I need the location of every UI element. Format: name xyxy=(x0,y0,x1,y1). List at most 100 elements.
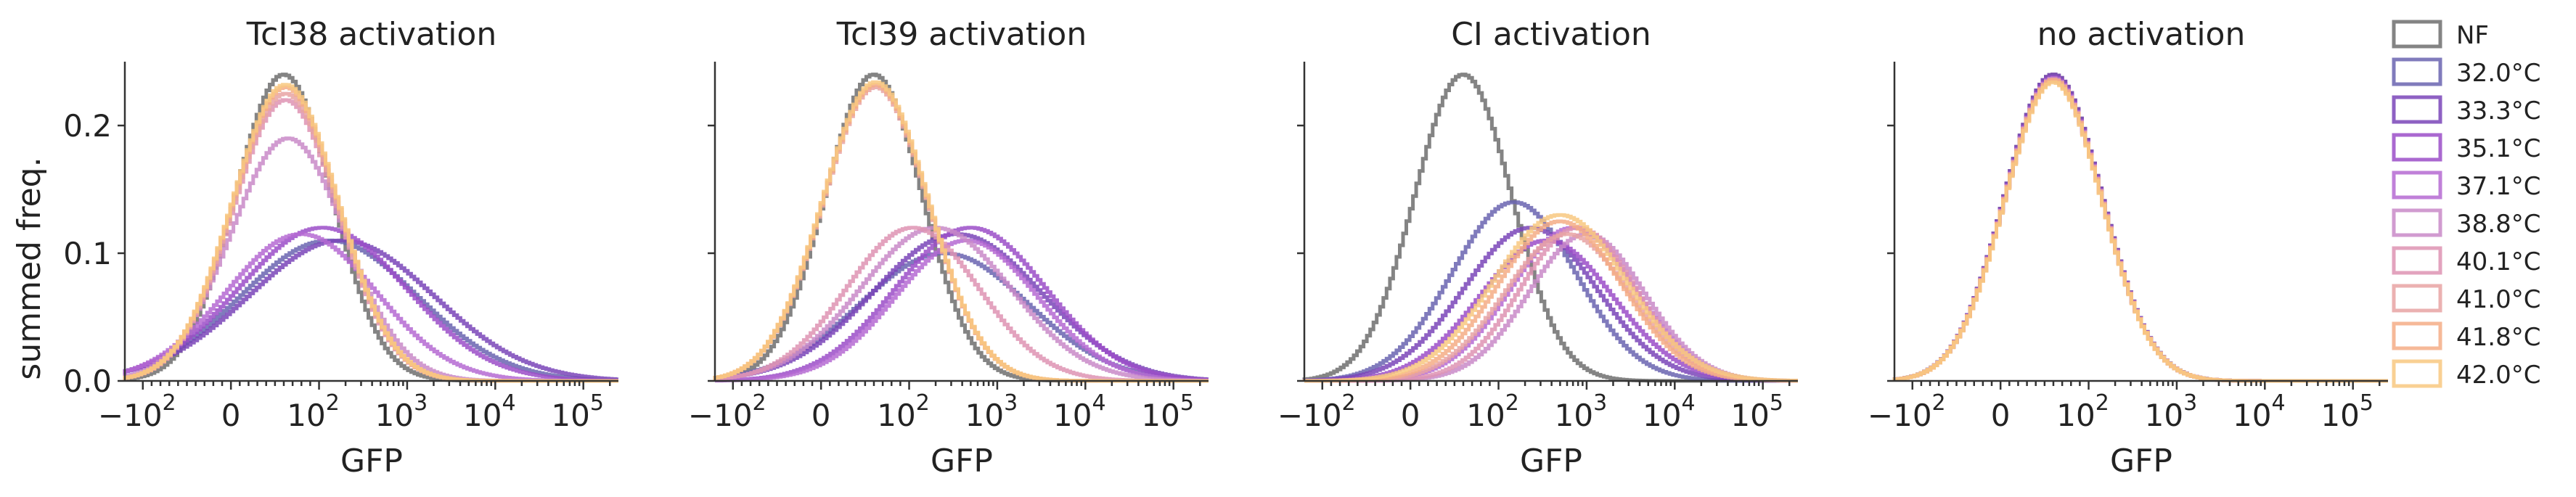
x-tick-exponent: 3 xyxy=(1004,390,1018,416)
x-tick-base: 10 xyxy=(1555,398,1593,433)
series-line-32-0-c xyxy=(1892,75,2388,383)
legend-swatch xyxy=(2392,95,2442,124)
series-line-33-3-c xyxy=(1892,73,2388,383)
x-tick-base: 10 xyxy=(1466,398,1505,433)
x-tick-base: 0 xyxy=(1991,398,2011,433)
series-line-32-0-c xyxy=(123,238,618,382)
series-line-35-1-c xyxy=(1892,75,2388,383)
panel-title: TcI38 activation xyxy=(246,16,496,53)
x-axis-label: GFP xyxy=(931,443,993,480)
x-tick-label: −102 xyxy=(688,390,766,433)
x-tick-exponent: 3 xyxy=(2183,390,2197,416)
x-tick-base: 10 xyxy=(1730,398,1769,433)
x-tick-exponent: 3 xyxy=(1593,390,1607,416)
x-tick-exponent: 5 xyxy=(590,390,604,416)
legend-label: 37.1°C xyxy=(2456,172,2540,201)
x-tick-label: −102 xyxy=(1277,390,1356,433)
legend-label: 33.3°C xyxy=(2456,96,2540,126)
y-tick-label: 0.2 xyxy=(63,108,112,144)
x-tick-label: 104 xyxy=(463,390,516,433)
x-tick-label: 105 xyxy=(1141,390,1194,433)
legend-label: 41.8°C xyxy=(2456,323,2540,352)
legend-swatch xyxy=(2392,20,2442,49)
x-tick-label: 105 xyxy=(551,390,604,433)
x-tick-base: 10 xyxy=(2321,398,2359,433)
legend-label: 41.0°C xyxy=(2456,285,2540,314)
series-line-32-0-c xyxy=(1302,200,1798,383)
x-tick-label: 103 xyxy=(2145,390,2198,433)
x-tick-label: 104 xyxy=(1643,390,1696,433)
x-tick-label: −102 xyxy=(1868,390,1946,433)
x-axis-label: GFP xyxy=(1520,443,1582,480)
x-tick-exponent: 5 xyxy=(2360,390,2373,416)
x-tick-base: 0 xyxy=(1401,398,1420,433)
x-tick-base: 10 xyxy=(2233,398,2271,433)
legend-item-nf: NF xyxy=(2392,20,2489,50)
x-axis-label: GFP xyxy=(340,443,403,480)
series-line-38-8-c xyxy=(1892,76,2388,383)
x-tick-label: 103 xyxy=(1555,390,1608,433)
x-tick-exponent: 4 xyxy=(1681,390,1695,416)
series-line-41-8-c xyxy=(1304,219,1798,383)
series-line-33-3-c xyxy=(123,238,618,382)
x-tick-exponent: 4 xyxy=(502,390,515,416)
x-tick-label: 105 xyxy=(1730,390,1783,433)
x-tick-label: 103 xyxy=(965,390,1018,433)
series-line-42-0-c xyxy=(713,80,1209,383)
x-tick-exponent: 2 xyxy=(163,390,176,416)
x-tick-label: −102 xyxy=(98,390,176,433)
x-tick-base: 10 xyxy=(375,398,414,433)
legend-swatch xyxy=(2392,321,2442,350)
x-tick-label: 102 xyxy=(877,390,930,433)
x-tick-exponent: 5 xyxy=(1770,390,1783,416)
series-line-41-0-c xyxy=(1892,78,2388,383)
panel-title: no activation xyxy=(2037,16,2246,53)
x-tick-exponent: 2 xyxy=(1342,390,1356,416)
x-tick-label: 0 xyxy=(1991,398,2011,433)
x-tick-base: 10 xyxy=(2145,398,2183,433)
legend-item-37-1-c: 37.1°C xyxy=(2392,171,2540,201)
legend-item-32-0-c: 32.0°C xyxy=(2392,57,2540,88)
x-axis-label: GFP xyxy=(2110,443,2172,480)
x-tick-base: 10 xyxy=(965,398,1004,433)
series-line-37-1-c xyxy=(1892,78,2388,383)
series-line-37-1-c xyxy=(713,238,1209,383)
x-tick-label: 0 xyxy=(1401,398,1420,433)
x-tick-exponent: 2 xyxy=(2095,390,2109,416)
x-tick-exponent: 4 xyxy=(1092,390,1105,416)
x-tick-exponent: 5 xyxy=(1180,390,1194,416)
x-tick-label: 105 xyxy=(2321,390,2373,433)
x-tick-label: 104 xyxy=(1053,390,1106,433)
legend-swatch xyxy=(2392,57,2442,86)
x-tick-label: 102 xyxy=(2056,390,2109,433)
series-line-33-3-c xyxy=(1302,226,1798,383)
x-tick-label: 0 xyxy=(221,398,241,433)
x-tick-exponent: 4 xyxy=(2271,390,2285,416)
x-tick-base: 10 xyxy=(1053,398,1092,433)
series-line-40-1-c xyxy=(1892,78,2388,383)
x-tick-base: −10 xyxy=(98,398,163,433)
x-tick-base: −10 xyxy=(1277,398,1342,433)
legend-swatch xyxy=(2392,208,2442,237)
legend-swatch xyxy=(2392,133,2442,162)
legend-item-38-8-c: 38.8°C xyxy=(2392,208,2540,239)
x-tick-base: −10 xyxy=(1868,398,1932,433)
series-line-40-1-c xyxy=(1304,226,1798,383)
y-tick-label: 0.1 xyxy=(63,236,112,271)
legend-swatch xyxy=(2392,359,2442,388)
x-tick-base: 10 xyxy=(2056,398,2095,433)
legend-label: 35.1°C xyxy=(2456,134,2540,163)
legend-swatch xyxy=(2392,246,2442,275)
x-tick-exponent: 2 xyxy=(326,390,340,416)
legend-swatch xyxy=(2392,284,2442,313)
x-tick-label: 102 xyxy=(287,390,340,433)
x-tick-base: 10 xyxy=(877,398,915,433)
legend-label: 40.1°C xyxy=(2456,247,2540,276)
series-line-38-8-c xyxy=(123,136,618,383)
